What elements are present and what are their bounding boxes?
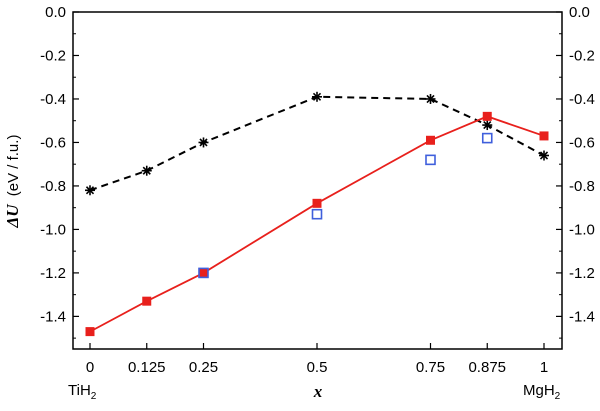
y-tick-label-left: -0.4	[40, 91, 66, 108]
right-end-label-base: MgH	[523, 382, 555, 399]
series-2-point	[426, 135, 435, 145]
series-3-point	[481, 132, 493, 144]
left-end-label-base: TiH	[68, 382, 91, 399]
series-2-point	[85, 327, 95, 337]
series-1-point	[312, 91, 322, 102]
y-tick-label-right: -0.4	[569, 91, 595, 108]
series-1-point	[482, 120, 493, 131]
x-tick-label: 0	[86, 359, 94, 376]
y-tick-label-right: -0.2	[569, 47, 595, 64]
series-1-point	[539, 150, 549, 161]
series-1-point	[141, 165, 152, 176]
labels-layer: ΔU (eV / f.u.) x TiH2 MgH2	[3, 135, 561, 402]
series-2-point	[539, 131, 549, 141]
series-2-line	[89, 115, 545, 333]
x-axis-label: x	[313, 382, 323, 401]
series-3-point	[198, 267, 209, 279]
y-axis-label: ΔU (eV / f.u.)	[3, 135, 22, 229]
y-tick-label-right: -1.0	[569, 221, 595, 238]
y-tick-label-left: 0.0	[45, 4, 66, 21]
y-tick-label-right: -1.2	[569, 265, 595, 282]
y-tick-label-right: 0.0	[569, 4, 590, 21]
y-tick-label-left: -0.6	[40, 134, 66, 151]
y-tick-label-right: -0.8	[569, 178, 595, 195]
y-tick-label-left: -0.2	[40, 47, 66, 64]
x-tick-label: 0.125	[128, 359, 166, 376]
y-tick-label-left: -0.8	[40, 178, 66, 195]
x-tick-label: 1	[540, 359, 548, 376]
y-axis-symbol: ΔU	[3, 204, 22, 229]
series-1-point	[198, 137, 209, 148]
x-tick-label: 0.5	[307, 359, 328, 376]
series-1-line	[89, 95, 545, 192]
ticks-layer: 0 0.125 0.25 0.5 0.75 0.875 1 0.0 0.0 -0.2 -0.2 -0.…	[40, 4, 595, 376]
series-2-point	[482, 111, 492, 121]
right-end-label: MgH2	[523, 382, 561, 402]
series-layer	[85, 91, 549, 337]
x-tick-label: 0.875	[468, 359, 506, 376]
right-end-label-sub: 2	[555, 391, 561, 402]
x-tick-label: 0.75	[416, 359, 445, 376]
series-2-point	[312, 198, 322, 208]
series-3-point	[311, 208, 323, 220]
series-1-point	[85, 185, 95, 196]
y-tick-label-left: -1.4	[40, 308, 66, 325]
series-1-point	[425, 93, 436, 104]
y-axis-unit: (eV / f.u.)	[5, 135, 22, 197]
x-tick-label: 0.25	[189, 359, 218, 376]
y-tick-label-right: -0.6	[569, 134, 595, 151]
left-end-label-sub: 2	[91, 391, 97, 402]
y-tick-label-left: -1.0	[40, 221, 66, 238]
y-tick-label-right: -1.4	[569, 308, 595, 325]
series-3-point	[425, 154, 436, 166]
series-2-point	[142, 296, 152, 306]
series-2-point	[199, 268, 208, 278]
left-end-label: TiH2	[68, 382, 97, 402]
y-tick-label-left: -1.2	[40, 265, 66, 282]
